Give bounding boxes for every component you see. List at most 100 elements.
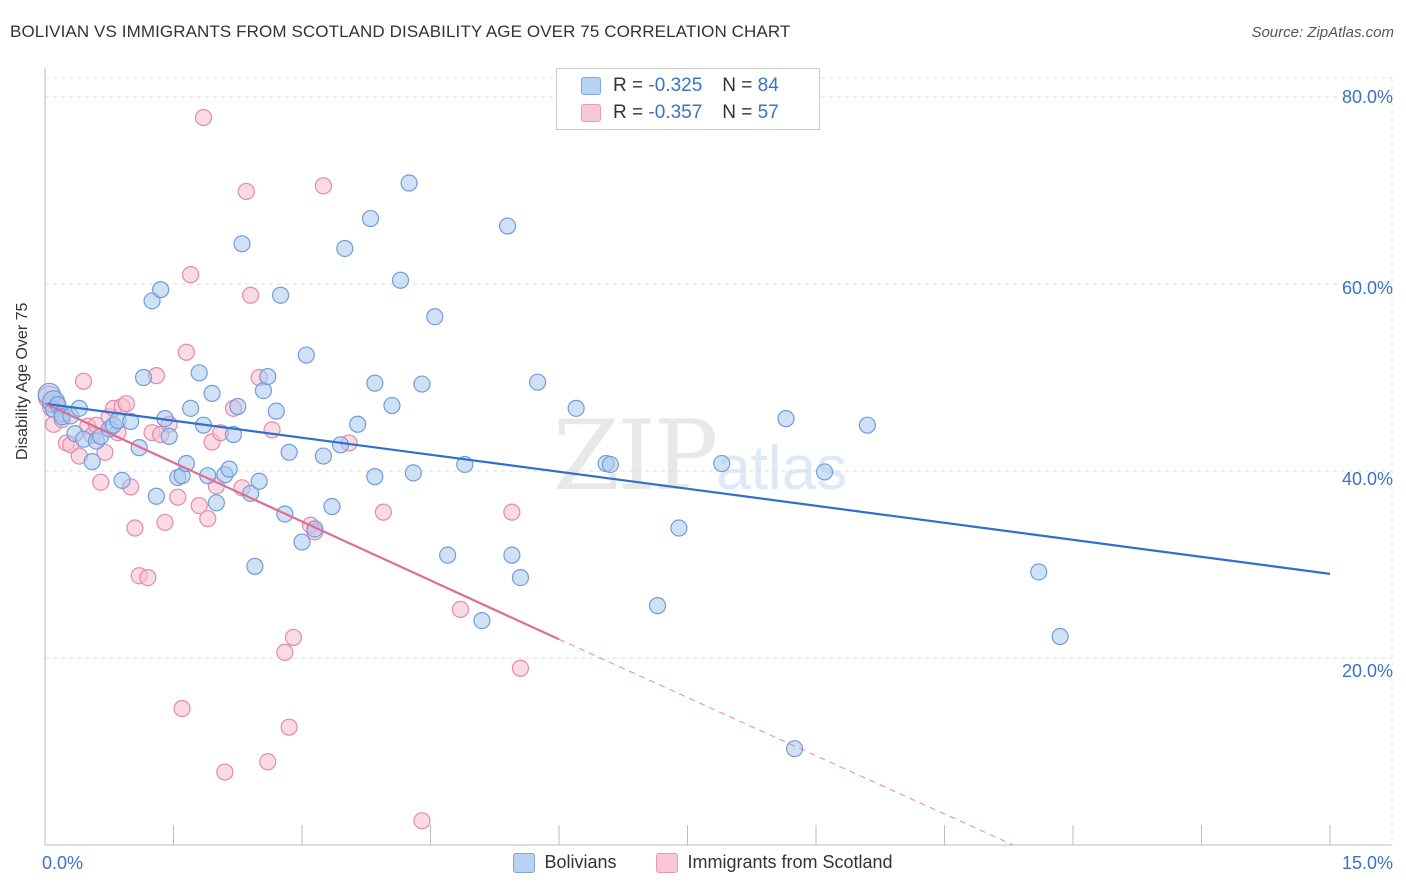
scotland-point — [126, 519, 144, 537]
legend-item-bolivians[interactable]: Bolivians — [513, 852, 616, 873]
bolivians-point — [404, 464, 422, 482]
scotland-point — [182, 266, 200, 284]
bolivians-point — [777, 410, 795, 428]
scotland-point — [451, 600, 470, 618]
bolivians-trend-line — [44, 402, 1331, 575]
bolivians-point — [224, 425, 243, 444]
scotland-point — [511, 659, 530, 677]
bolivians-point — [1030, 563, 1048, 581]
scotland-point — [276, 643, 294, 661]
scotland-point — [280, 718, 298, 736]
bolivians-point — [473, 611, 491, 630]
bolivians-point — [400, 174, 418, 192]
scotland-trend-extension — [558, 638, 1014, 846]
bolivians-point — [160, 427, 178, 446]
bolivians-point — [567, 399, 585, 417]
scotland-point — [374, 503, 392, 521]
x-tick-max: 15.0% — [1341, 853, 1393, 873]
scotland-point — [173, 699, 191, 718]
chart-title: BOLIVIAN VS IMMIGRANTS FROM SCOTLAND DIS… — [10, 22, 791, 41]
bolivians-point — [314, 447, 333, 465]
legend-swatch-blue — [513, 852, 536, 873]
y-tick-60: 60.0% — [1341, 278, 1393, 298]
bolivians-point — [331, 436, 350, 454]
legend-label-bolivians: Bolivians — [544, 852, 617, 872]
scotland-point — [139, 568, 157, 587]
bolivians-point — [713, 454, 731, 473]
bolivians-point — [391, 271, 410, 289]
bolivians-point — [413, 375, 431, 393]
stats-row-scotland: R = -0.357 N = 57 — [581, 101, 779, 125]
source-label: Source: ZipAtlas.com — [1251, 24, 1394, 41]
bolivians-point — [503, 546, 521, 564]
scotland-point — [242, 286, 260, 304]
y-tick-20: 20.0% — [1341, 661, 1393, 681]
bolivians-point — [122, 412, 140, 431]
bolivians-point — [323, 497, 341, 516]
n-value: 84 — [757, 75, 779, 96]
bolivians-point — [511, 568, 530, 587]
scotland-point — [177, 343, 195, 361]
n-label: N = — [722, 75, 753, 96]
bolivians-point — [815, 463, 834, 481]
legend-swatch-pink — [656, 852, 679, 873]
bolivians-point — [229, 397, 247, 416]
scotland-point — [92, 473, 110, 491]
y-axis-label: Disability Age Over 75 — [14, 302, 31, 460]
bolivians-point — [113, 471, 131, 489]
bolivians-point — [190, 364, 208, 382]
bolivians-point — [426, 308, 444, 326]
scotland-point — [169, 488, 187, 506]
bolivians-point — [361, 209, 380, 228]
scotland-point — [74, 372, 93, 390]
bolivians-point — [293, 533, 311, 551]
blue-swatch — [581, 77, 601, 95]
bolivians-point — [439, 546, 457, 564]
bolivians-point — [366, 468, 384, 486]
bolivians-point — [280, 443, 298, 461]
n-label: N = — [722, 102, 753, 123]
y-tick-80: 80.0% — [1341, 87, 1393, 107]
bolivians-point — [203, 384, 221, 402]
scotland-point — [284, 628, 303, 647]
bolivians-point — [271, 286, 290, 304]
bolivians-point — [1051, 627, 1069, 646]
bolivians-point — [336, 239, 354, 258]
r-label: R = — [613, 102, 644, 123]
bolivians-point — [147, 487, 165, 505]
scotland-points — [37, 108, 530, 830]
stats-legend: R = -0.325 N = 84 R = -0.357 N = 57 — [556, 68, 820, 130]
bolivians-point — [246, 557, 264, 575]
bolivians-point — [601, 455, 620, 474]
bolivians-point — [383, 396, 401, 415]
scotland-point — [216, 763, 234, 781]
bolivians-point — [648, 597, 667, 615]
scotland-point — [259, 753, 277, 771]
bolivians-point — [858, 416, 877, 434]
trend-lines — [44, 402, 1331, 846]
scotland-point — [237, 182, 255, 201]
legend-item-scotland[interactable]: Immigrants from Scotland — [656, 852, 893, 873]
scotland-point — [503, 503, 521, 521]
legend-label-scotland: Immigrants from Scotland — [687, 852, 893, 872]
scotland-point — [117, 395, 135, 413]
n-value: 57 — [757, 102, 779, 123]
bolivians-point — [670, 519, 688, 537]
bolivians-point — [220, 460, 238, 478]
bolivians-point — [499, 217, 517, 235]
x-tick-min: 0.0% — [42, 853, 84, 873]
bolivians-points — [37, 174, 1069, 758]
bolivians-point — [528, 373, 547, 391]
axes — [44, 68, 1392, 846]
pink-swatch — [581, 104, 601, 122]
scotland-point — [156, 513, 174, 532]
bolivians-point — [134, 368, 153, 387]
scotland-point — [413, 812, 431, 830]
bolivians-point — [207, 494, 225, 512]
bolivians-point — [233, 235, 251, 253]
scotland-point — [314, 177, 333, 195]
scotland-point — [190, 496, 208, 515]
bolivians-point — [83, 453, 101, 471]
bolivians-point — [250, 472, 268, 490]
